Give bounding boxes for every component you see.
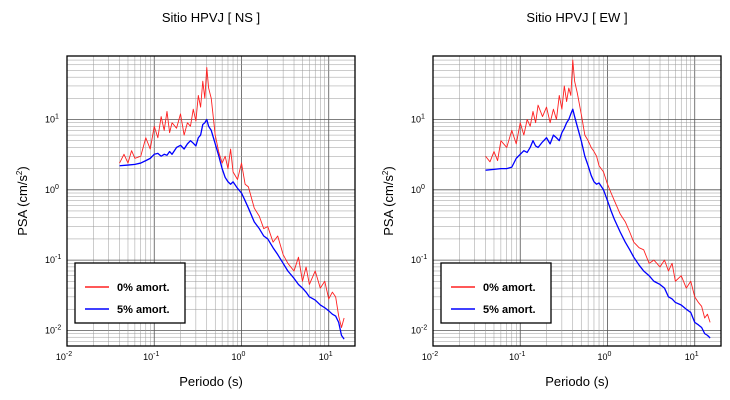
legend-label: 5% amort. xyxy=(117,304,170,316)
legend-label: 0% amort. xyxy=(483,282,536,294)
x-tick-label: 10-2 xyxy=(56,351,72,362)
y-tick-label: 10-2 xyxy=(411,324,427,335)
chart-panel-2: 10-2 10-1 100 101 10-2 10-1 100 101 Sitio HPVJ [… xyxy=(381,10,722,389)
legend-box xyxy=(74,262,186,324)
x-tick-label: 101 xyxy=(319,351,333,362)
legend-box xyxy=(440,262,552,324)
x-tick-label: 10-1 xyxy=(143,351,159,362)
plot-frame xyxy=(432,55,722,347)
y-tick-label: 101 xyxy=(45,113,59,124)
y-tick-label: 101 xyxy=(411,113,425,124)
y-tick-label: 10-2 xyxy=(45,324,61,335)
x-tick-label: 100 xyxy=(598,351,612,362)
series-line-red xyxy=(119,66,345,328)
y-tick-label: 10-1 xyxy=(411,254,427,265)
y-tick-label: 100 xyxy=(45,184,59,195)
chart-title: Sitio HPVJ [ NS ] xyxy=(162,10,260,25)
plot-frame xyxy=(66,55,356,347)
legend: 0% amort. 5% amort. xyxy=(74,262,186,324)
x-tick-label: 10-2 xyxy=(422,351,438,362)
x-tick-label: 101 xyxy=(685,351,699,362)
legend-label: 0% amort. xyxy=(117,282,170,294)
series-line-blue xyxy=(119,118,345,340)
y-tick-label: 100 xyxy=(411,184,425,195)
series-line-blue xyxy=(485,108,711,339)
y-axis-label: PSA (cm/s2) xyxy=(15,166,30,235)
x-tick-label: 10-1 xyxy=(509,351,525,362)
y-tick-label: 10-1 xyxy=(45,254,61,265)
x-tick-label: 100 xyxy=(232,351,246,362)
chart-title: Sitio HPVJ [ EW ] xyxy=(526,10,627,25)
legend-label: 5% amort. xyxy=(483,304,536,316)
x-axis-label: Periodo (s) xyxy=(179,374,243,389)
legend: 0% amort. 5% amort. xyxy=(440,262,552,324)
y-axis-label: PSA (cm/s2) xyxy=(381,166,396,235)
x-axis-label: Periodo (s) xyxy=(545,374,609,389)
series-line-red xyxy=(485,59,711,323)
chart-panel-1: 10-2 10-1 100 101 10-2 10-1 100 101 Sitio HPVJ [… xyxy=(15,10,356,389)
